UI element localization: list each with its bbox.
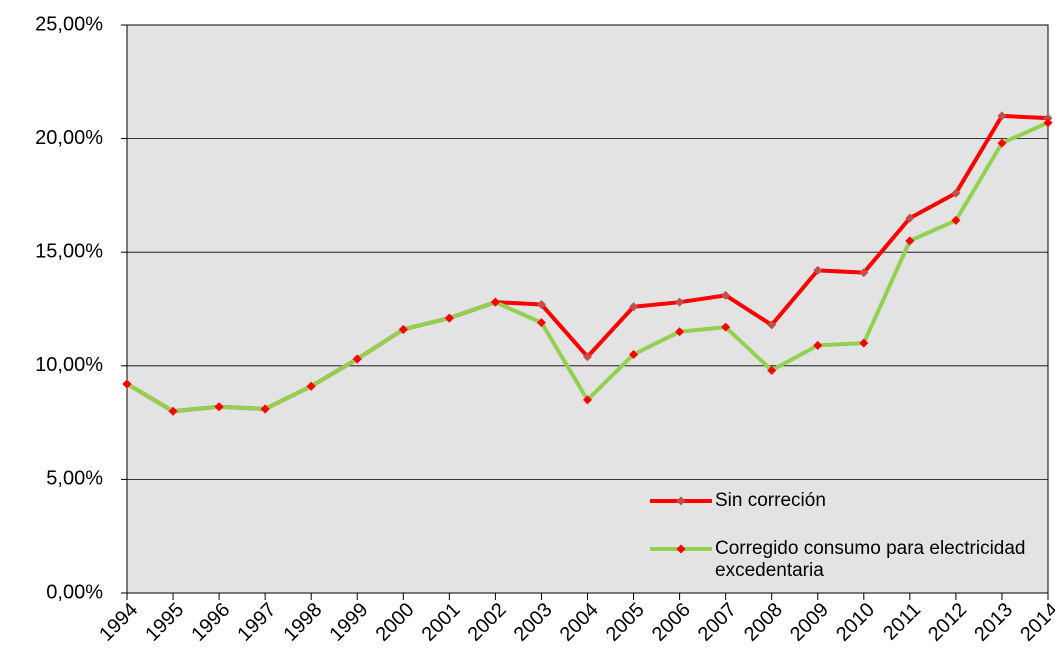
x-tick-label: 2002 — [464, 599, 511, 646]
x-tick-label: 2001 — [418, 599, 465, 646]
legend-label: Corregido consumo para electricidad exce… — [715, 538, 1026, 581]
x-tick-label: 2012 — [924, 599, 971, 646]
marker — [1043, 113, 1053, 123]
marker — [629, 302, 639, 312]
marker — [721, 290, 731, 300]
x-tick-label: 2003 — [510, 599, 557, 646]
marker — [951, 188, 961, 198]
x-tick-label: 2009 — [786, 599, 833, 646]
marker — [859, 338, 869, 348]
x-tick-label: 1998 — [279, 599, 326, 646]
y-tick-label: 0,00% — [46, 581, 103, 603]
x-tick-label: 2007 — [694, 599, 741, 646]
x-tick-label: 2010 — [832, 599, 879, 646]
marker — [168, 406, 178, 416]
y-tick-label: 20,00% — [35, 127, 103, 149]
marker — [767, 320, 777, 330]
legend-marker — [676, 544, 686, 554]
legend-marker — [676, 496, 686, 506]
marker — [306, 381, 316, 391]
marker — [583, 352, 592, 362]
marker — [583, 395, 592, 405]
marker — [675, 327, 685, 337]
marker — [997, 138, 1007, 148]
marker — [214, 402, 224, 412]
marker — [905, 236, 915, 246]
x-tick-label: 1999 — [325, 599, 372, 646]
marker — [767, 365, 777, 375]
y-tick-label: 10,00% — [35, 354, 103, 376]
marker — [813, 340, 823, 350]
marker — [721, 322, 731, 332]
marker — [859, 268, 869, 278]
y-tick-label: 25,00% — [35, 13, 103, 35]
marker — [260, 404, 270, 414]
marker — [122, 379, 132, 389]
marker — [675, 297, 685, 307]
x-tick-label: 1995 — [141, 599, 188, 646]
legend-label: Sin correción — [715, 490, 826, 511]
marker — [352, 354, 362, 364]
marker — [997, 111, 1007, 121]
x-tick-label: 2004 — [556, 599, 603, 646]
marker — [536, 299, 546, 309]
x-tick-label: 2011 — [879, 599, 925, 645]
marker — [1043, 118, 1053, 128]
plot-area — [127, 25, 1048, 593]
x-tick-label: 1996 — [187, 599, 234, 646]
marker — [536, 318, 546, 328]
x-tick-label: 2008 — [740, 599, 787, 646]
x-tick-label: 1994 — [95, 599, 142, 646]
x-tick-label: 2013 — [970, 599, 1017, 646]
marker — [490, 297, 500, 307]
marker — [905, 213, 915, 223]
marker — [398, 324, 408, 334]
y-tick-label: 5,00% — [46, 468, 103, 490]
x-tick-label: 2006 — [648, 599, 695, 646]
marker — [813, 265, 823, 275]
x-tick-label: 2000 — [372, 599, 419, 646]
x-tick-label: 1997 — [233, 599, 280, 646]
marker — [629, 349, 639, 359]
marker — [444, 313, 454, 323]
marker — [951, 215, 961, 225]
x-tick-label: 2005 — [602, 599, 649, 646]
y-tick-label: 15,00% — [35, 240, 103, 262]
x-tick-label: 2014 — [1016, 599, 1055, 646]
